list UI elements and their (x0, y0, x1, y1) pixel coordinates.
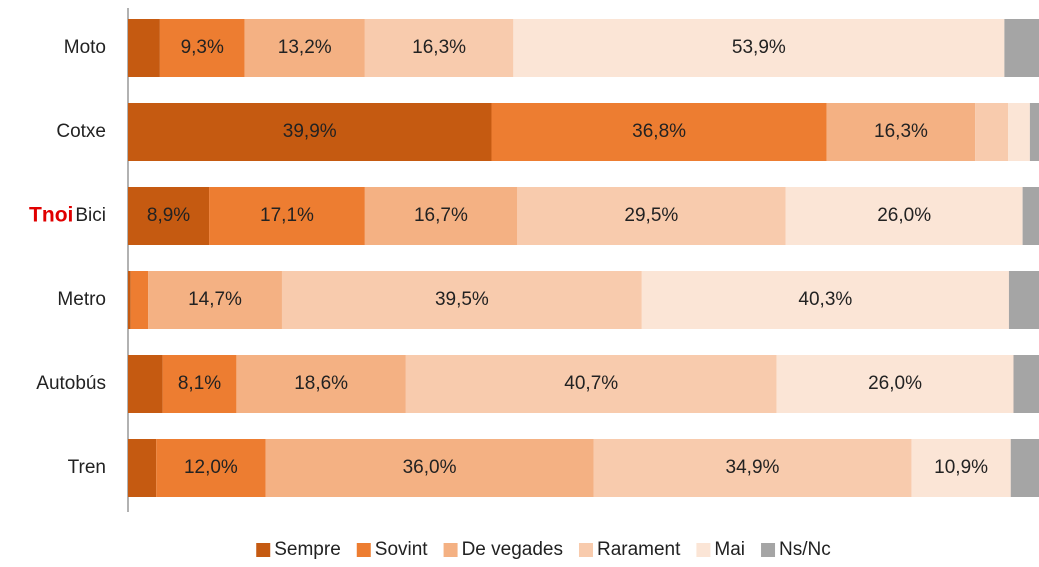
bar-segment (130, 271, 149, 329)
bar-segment (1008, 271, 1039, 329)
data-label: 18,6% (294, 373, 348, 394)
bar-segment (785, 187, 1023, 245)
bar-segment (265, 439, 594, 497)
legend-swatch (256, 543, 271, 557)
bar-segment (1008, 103, 1030, 161)
bar-segment (128, 355, 163, 413)
data-label: 16,7% (414, 205, 468, 226)
data-label: 40,3% (798, 289, 852, 310)
data-label: 36,0% (403, 457, 457, 478)
y-tick-label: Tren (68, 457, 106, 478)
bar-segment (776, 355, 1014, 413)
data-label: 40,7% (564, 373, 618, 394)
legend-label: De vegades (462, 539, 563, 560)
legend-swatch (696, 543, 711, 557)
legend-label: Rarament (597, 539, 681, 560)
data-label: 14,7% (188, 289, 242, 310)
y-tick-label: Cotxe (56, 121, 106, 142)
bar-segment (162, 355, 237, 413)
bar-segment (281, 271, 642, 329)
data-label: 39,5% (435, 289, 489, 310)
y-tick-label: Metro (57, 289, 106, 310)
data-label: 8,1% (178, 373, 221, 394)
legend-swatch (761, 543, 776, 557)
bar-segment (1004, 19, 1039, 77)
data-label: 34,9% (726, 457, 780, 478)
data-label: 26,0% (877, 205, 931, 226)
y-tick-label: Bici (75, 205, 106, 226)
bar-segment (405, 355, 777, 413)
data-label: 36,8% (632, 121, 686, 142)
bar-segment (364, 187, 517, 245)
bar-segment (1013, 355, 1039, 413)
bar-segment (826, 103, 976, 161)
bar-segment (128, 271, 131, 329)
bar-segment (244, 19, 365, 77)
bar-segment (975, 103, 1009, 161)
data-label: 16,3% (412, 37, 466, 58)
bar-segment (128, 103, 492, 161)
bar-segment (128, 439, 157, 497)
data-label: 16,3% (874, 121, 928, 142)
bar-segment (1022, 187, 1039, 245)
bar-segment (513, 19, 1005, 77)
data-label: 26,0% (868, 373, 922, 394)
data-label: 10,9% (934, 457, 988, 478)
data-label: 13,2% (278, 37, 332, 58)
bar-segment (1010, 439, 1039, 497)
bar-segment (641, 271, 1009, 329)
bar-segment (491, 103, 827, 161)
bar-segment (593, 439, 912, 497)
bar-segment (159, 19, 245, 77)
legend-swatch (578, 543, 593, 557)
legend-label: Ns/Nc (779, 539, 831, 560)
legend-label: Sempre (274, 539, 341, 560)
legend-label: Sovint (375, 539, 429, 560)
data-label: 39,9% (283, 121, 337, 142)
legend-swatch (443, 543, 458, 557)
data-label: 8,9% (147, 205, 190, 226)
data-label: 53,9% (732, 37, 786, 58)
bar-segment (516, 187, 786, 245)
bar-segment (148, 271, 282, 329)
bar-segment (128, 19, 160, 77)
data-label: 9,3% (181, 37, 224, 58)
legend-swatch (356, 543, 371, 557)
data-label: 17,1% (260, 205, 314, 226)
annotation: Tnoi (29, 204, 73, 227)
bar-segment (911, 439, 1011, 497)
bar-segment (236, 355, 406, 413)
bar-segment (1029, 103, 1039, 161)
bar-segment (364, 19, 514, 77)
bar-segment (156, 439, 266, 497)
y-tick-label: Moto (64, 37, 106, 58)
bar-segment (209, 187, 365, 245)
legend-label: Mai (714, 539, 745, 560)
legend: Sempre Sovint De vegades Rarament Mai Ns/Nc (256, 539, 831, 560)
y-tick-label: Autobús (36, 373, 106, 394)
data-label: 29,5% (624, 205, 678, 226)
bar-segment (128, 187, 210, 245)
data-label: 12,0% (184, 457, 238, 478)
